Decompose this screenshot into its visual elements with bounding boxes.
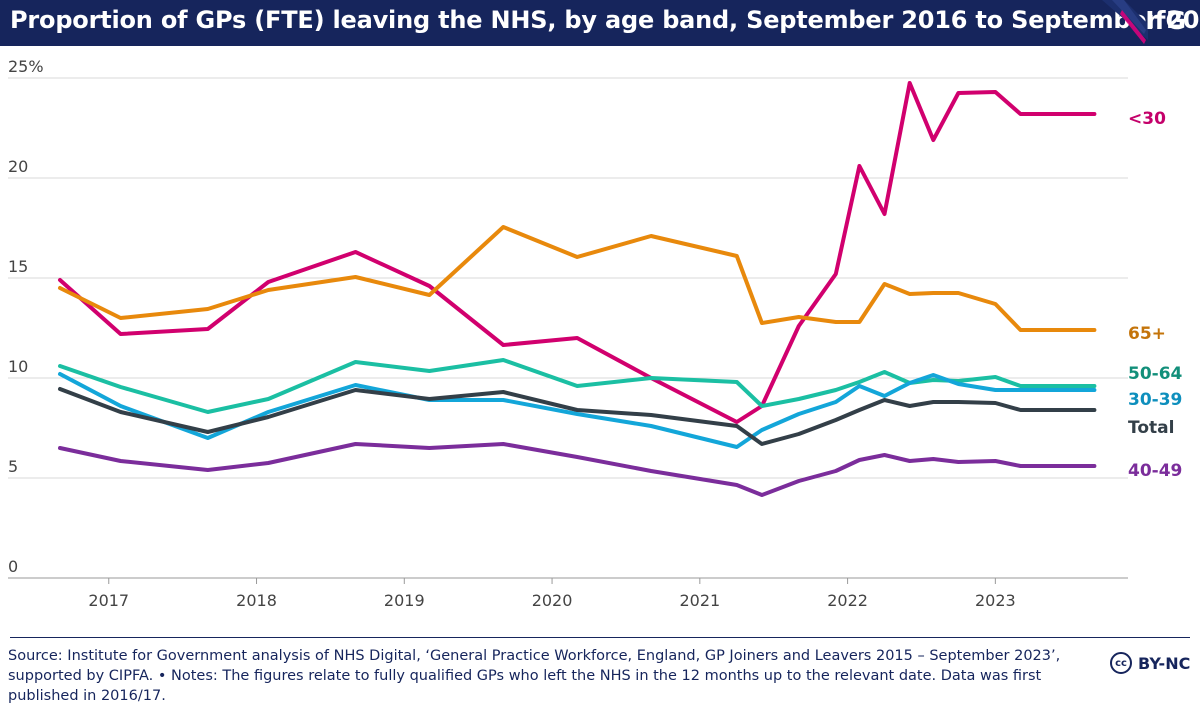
series-line-65 [58,225,1097,332]
header-bar: Proportion of GPs (FTE) leaving the NHS,… [0,0,1200,46]
y-tick-label: 5 [8,457,18,476]
x-tick-label: 2022 [827,591,868,610]
series-line-5064 [58,358,1097,414]
y-tick-label: 25% [8,57,44,76]
series-label: 30-39 [1128,390,1182,410]
ifg-logo: IfG [1145,6,1186,35]
x-tick-label: 2018 [236,591,277,610]
license-text: BY-NC [1138,653,1191,673]
x-tick-label: 2020 [532,591,573,610]
footer-divider [10,637,1190,638]
series-label: 50-64 [1128,364,1183,384]
y-tick-label: 15 [8,257,28,276]
series-line-Total [58,387,1097,446]
series-lines [58,81,1097,497]
series-label: Total [1128,418,1174,438]
y-tick-label: 20 [8,157,28,176]
series-line-3039 [58,372,1097,449]
series-label: <30 [1128,109,1166,129]
creative-commons-icon: cc [1110,652,1132,674]
y-tick-label: 10 [8,357,28,376]
x-tick-label: 2023 [975,591,1016,610]
series-label: 65+ [1128,324,1166,344]
y-tick-label: 0 [8,557,18,576]
page-title: Proportion of GPs (FTE) leaving the NHS,… [10,6,1200,34]
series-label: 40-49 [1128,461,1182,481]
gridlines [8,77,1128,579]
x-tick-label: 2021 [679,591,720,610]
line-chart: 0 5 10 15 20 25% 2017 2018 2019 2020 2021 2022 2023… [8,57,1183,610]
x-axis-ticks: 2017 2018 2019 2020 2021 2022 2023 [88,578,1016,610]
license-badge: cc BY-NC [1110,652,1190,674]
x-tick-label: 2017 [88,591,129,610]
x-tick-label: 2019 [384,591,425,610]
series-labels: <30 65+ 50-64 30-39 Total 40-49 [1128,109,1183,481]
ifg-logo-mark-icon [1102,0,1148,44]
series-line-30 [58,81,1097,424]
series-line-4049 [58,442,1097,497]
source-note: Source: Institute for Government analysi… [8,648,1061,704]
y-axis-ticks: 0 5 10 15 20 25% [8,57,44,576]
